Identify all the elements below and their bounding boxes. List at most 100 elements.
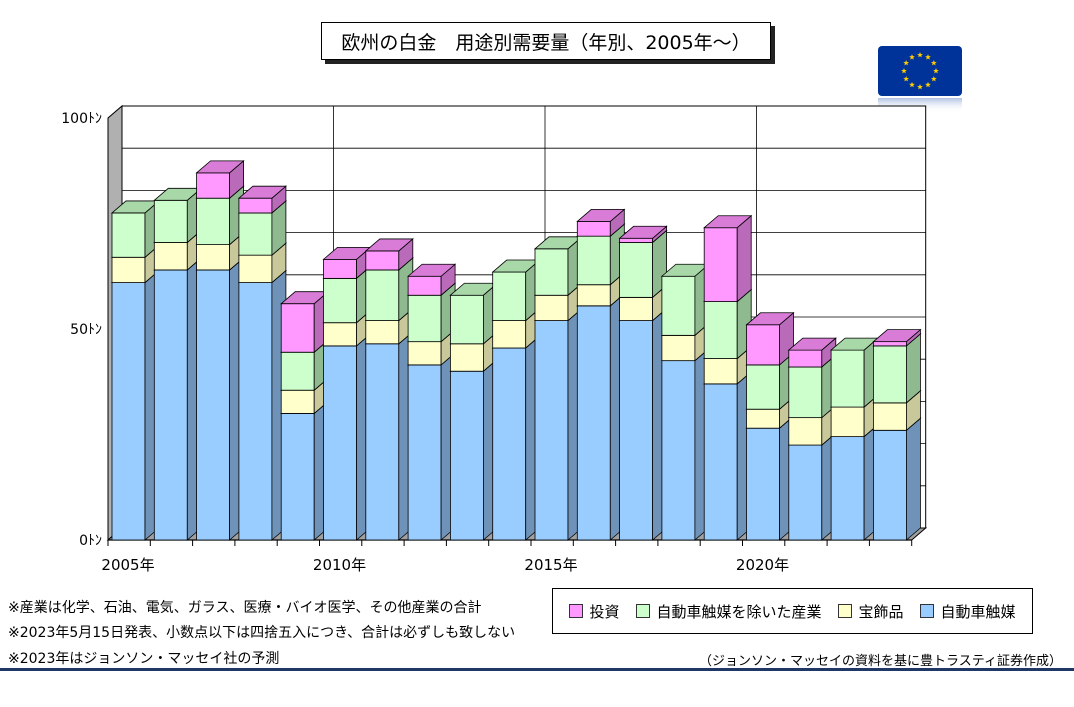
bar-side [906,417,921,541]
bar-front [196,244,231,271]
note-line-1: ※産業は化学、石油、電気、ガラス、医療・バイオ医学、その他産業の合計 [8,600,482,616]
bar-segment [787,432,837,541]
y-tick-label: 50ﾄﾝ [70,322,102,338]
bar-front [661,275,696,336]
bar-front [534,248,569,296]
legend-label-jewelry: 宝飾品 [858,602,904,621]
bar-front [365,269,400,321]
legend-item-investment: 投資 [569,601,620,622]
bar-front [280,351,315,391]
bar-stack [449,282,499,541]
flag-star [933,68,939,74]
bar-front [576,284,611,307]
bar-segment [618,307,668,541]
bar-front [323,322,357,347]
flag-star [909,81,915,88]
bar-front [407,294,442,343]
bar-segment [872,417,922,541]
bar-front [830,349,865,408]
bar-front [449,294,484,345]
bar-top [703,215,753,229]
bar-segment [364,330,414,541]
bar-segment [280,290,330,354]
bar-front [238,254,273,283]
chart-title: 欧州の白金 用途別需要量（年別、2005年～） [321,22,771,60]
x-tick-label: 2005年 [101,556,154,574]
bar-stack [576,208,626,541]
y-tick-label: 0ﾄﾝ [79,533,102,549]
bar-front [153,199,188,243]
flag-star [917,52,923,58]
bar-segment [195,159,245,200]
bar-top [195,160,245,174]
bar-front [746,408,780,429]
flag-star [931,60,937,66]
bar-front [619,237,653,243]
bar-top [237,185,287,199]
bar-front [788,349,823,368]
bar-segment [110,269,161,541]
bar-segment [618,225,668,244]
bar-stack [703,214,753,541]
bar-stack [491,259,541,541]
bar-top [407,263,457,277]
source-note: （ジョンソン・マッセイの資料を基に豊トラスティ証券作成） [699,654,1062,669]
legend-item-jewelry: 宝飾品 [838,601,904,622]
legend-swatch-investment [569,604,584,618]
bar-top [872,329,922,343]
bar-front [492,320,527,349]
bar-front [703,358,738,385]
bar-front [873,402,907,431]
legend-label-autocatalyst: 自動車触媒 [940,602,1016,621]
flag-star [903,76,909,82]
bar-front [238,282,273,541]
bar-front [449,343,484,372]
bar-front [534,320,569,541]
bar-segment [830,423,880,541]
bar-segment [660,347,710,541]
bar-front [576,235,611,286]
bar-front [280,412,315,541]
flag-star [903,60,909,66]
bar-front [111,212,146,258]
bar-stack [618,225,668,541]
bar-front [661,360,696,541]
flag-star [925,54,931,60]
bar-top [787,337,837,351]
bar-segment [787,337,837,368]
bar-stack [322,246,372,541]
bar-front [619,296,653,321]
bar-segment [280,400,330,541]
bar-top [576,208,626,222]
bar-front [449,370,484,541]
bar-stack [787,337,837,541]
bar-segment [830,337,880,408]
bar-front [196,197,231,245]
bar-front [746,364,780,410]
note-line-3: ※2023年はジョンソン・マッセイ社の予測 [8,651,280,667]
legend-swatch-jewelry [838,604,853,618]
x-tick-label: 2010年 [313,556,366,574]
flag-star [931,76,937,82]
bar-front [873,429,907,541]
bar-stack [660,263,710,541]
bar-front [830,436,865,541]
bar-front [703,227,738,302]
bar-top [364,238,414,252]
bottom-rule [0,668,1074,671]
bar-segment [237,185,287,214]
legend-label-industrial: 自動車触媒を除いた産業 [656,602,822,621]
bar-segment [533,235,584,297]
bar-front [661,334,696,362]
bar-front [492,347,527,541]
bar-segment [491,335,541,541]
bar-front [280,389,315,414]
bar-front [365,343,400,541]
bar-segment [153,187,203,244]
bar-segment [110,200,161,259]
bar-side [736,214,752,303]
flag-star [925,81,931,88]
bar-stack [195,159,245,541]
bar-segment [364,238,414,271]
bar-segment [322,333,372,541]
